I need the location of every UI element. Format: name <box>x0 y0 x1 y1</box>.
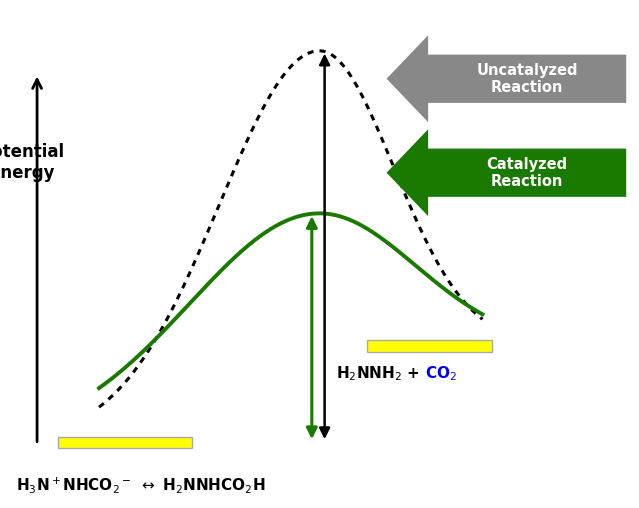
Text: Catalyzed
Reaction: Catalyzed Reaction <box>487 156 567 189</box>
Text: H$_2$NNH$_2$ +: H$_2$NNH$_2$ + <box>336 364 422 383</box>
FancyBboxPatch shape <box>58 437 192 448</box>
Text: Potential
Energy: Potential Energy <box>0 143 65 182</box>
Text: H$_3$N$^+$NHCO$_2$$^-$ $\leftrightarrow$ H$_2$NNHCO$_2$H: H$_3$N$^+$NHCO$_2$$^-$ $\leftrightarrow$… <box>16 475 265 495</box>
Text: Uncatalyzed
Reaction: Uncatalyzed Reaction <box>477 62 578 95</box>
Polygon shape <box>387 36 626 122</box>
FancyBboxPatch shape <box>367 340 492 352</box>
Text: CO$_2$: CO$_2$ <box>425 364 457 383</box>
Polygon shape <box>387 130 626 216</box>
